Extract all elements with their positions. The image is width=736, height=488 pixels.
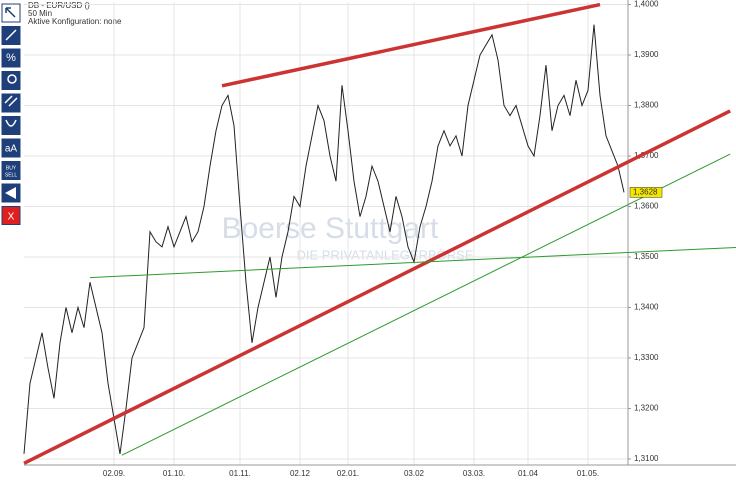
- x-tick-label: 01.04: [518, 469, 539, 478]
- chart-title: DB - EUR/USD (): [28, 1, 90, 10]
- chart-subtitle: 50 Min: [28, 9, 52, 18]
- trendline: [89, 246, 736, 279]
- tool-icon: [5, 7, 16, 18]
- last-value-box: [629, 187, 663, 198]
- y-tick-label: 1,3700: [634, 151, 659, 160]
- x-tick-label: 01.10.: [163, 469, 185, 478]
- x-tick-label: 01.05.: [577, 469, 599, 478]
- tool-icon: [5, 187, 16, 199]
- x-tick-label: 02.09.: [103, 469, 125, 478]
- y-tick-label: 1,4000: [634, 0, 659, 9]
- y-tick-label: 1,3200: [634, 404, 659, 413]
- x-tick-label: 03.03.: [463, 469, 485, 478]
- tool-button[interactable]: [1, 48, 21, 68]
- tool-icon: [5, 119, 17, 127]
- y-tick-label: 1,3300: [634, 353, 659, 362]
- tool-button[interactable]: [1, 138, 21, 158]
- tool-icon: %: [6, 52, 16, 64]
- x-tick-label: 02.01.: [337, 469, 359, 478]
- tool-label: aA: [5, 144, 18, 155]
- config-label: Aktive Konfiguration: none: [28, 17, 122, 26]
- last-value-label: 1,3628: [633, 187, 658, 196]
- watermark: Boerse Stuttgart: [222, 212, 439, 245]
- tool-icon: [7, 74, 17, 84]
- tool-icon: [4, 95, 18, 107]
- x-tick-label: 01.11.: [229, 469, 251, 478]
- y-tick-label: 1,3500: [634, 252, 659, 261]
- tool-button[interactable]: [1, 71, 21, 90]
- price-line: [23, 24, 625, 454]
- y-tick-label: 1,3600: [634, 202, 659, 211]
- trendline: [121, 153, 731, 456]
- y-tick-label: 1,3900: [634, 50, 659, 59]
- y-tick-label: 1,3800: [634, 101, 659, 110]
- tool-button[interactable]: [1, 206, 21, 225]
- tool-label: SELL: [5, 172, 17, 178]
- trendline: [23, 109, 731, 465]
- tool-label: X: [8, 212, 15, 223]
- tool-button[interactable]: [1, 161, 21, 180]
- y-tick-label: 1,3100: [634, 454, 659, 463]
- x-tick-label: 03.02: [404, 469, 425, 478]
- watermark-sub: DIE PRIVATANLEGERBÖRSE: [297, 247, 474, 262]
- trendline: [221, 2, 601, 88]
- x-tick-label: 02.12: [290, 469, 311, 478]
- tool-label: BUY: [6, 165, 17, 171]
- tool-icon: [5, 29, 17, 41]
- y-tick-label: 1,3400: [634, 303, 659, 312]
